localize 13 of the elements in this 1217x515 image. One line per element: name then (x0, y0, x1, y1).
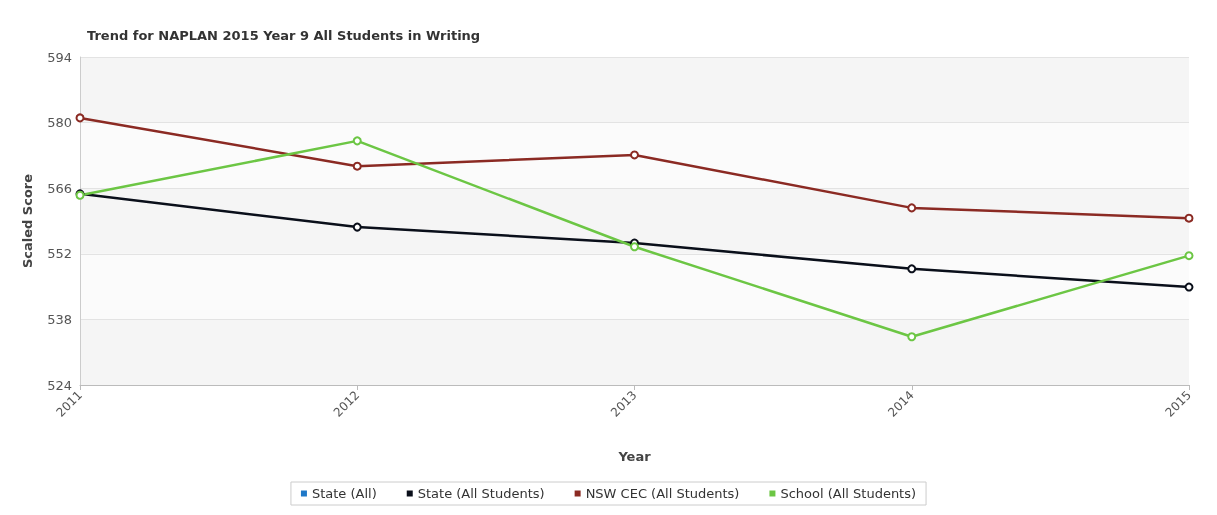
legend-label: School (All Students) (780, 486, 917, 501)
y-tick-label: 538 (47, 311, 72, 327)
legend-label: State (All) (311, 486, 377, 501)
y-tick-label: 524 (47, 377, 72, 393)
y-axis-title: Scaled Score (20, 173, 35, 269)
y-tick-label: 566 (47, 180, 72, 196)
y-tick-label: 580 (47, 115, 72, 131)
x-axis-title: Year (617, 449, 652, 464)
legend-label: State (All Students) (417, 486, 545, 501)
y-tick-label: 594 (47, 49, 72, 65)
legend-label: NSW CEC (All Students) (585, 486, 740, 501)
chart-title: Trend for NAPLAN 2015 Year 9 All Students in Writing (87, 28, 481, 43)
y-tick-label: 552 (47, 246, 72, 262)
